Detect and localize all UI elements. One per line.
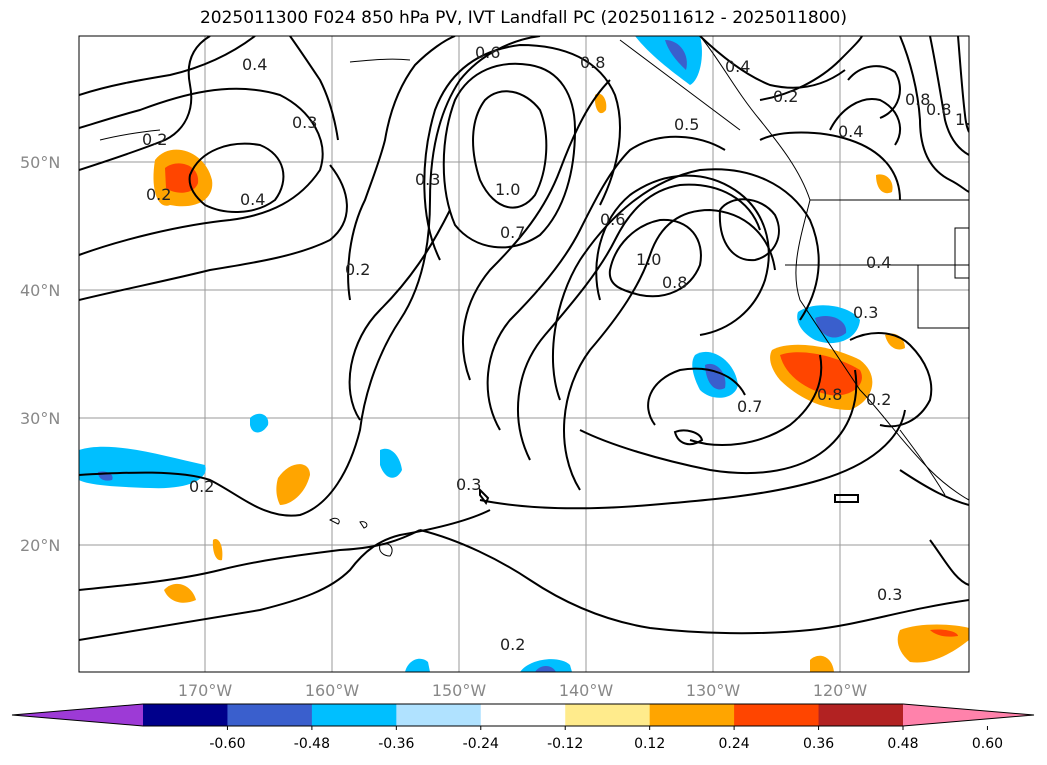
shade-positive-small6 (164, 583, 196, 603)
shade-negative-alaska (635, 36, 702, 85)
shade-negative-small1 (380, 448, 402, 478)
lon-labels: 170°W 160°W 150°W 140°W 130°W 120°W (178, 681, 868, 700)
lat-label: 30°N (20, 409, 60, 428)
colorbar: -0.60 -0.48 -0.36 -0.24 -0.12 0.12 0.24 0.36 0.4… (11, 703, 1035, 752)
contour-label: 0.7 (500, 223, 525, 242)
contour-label: 0.3 (853, 303, 878, 322)
map-frame (78, 35, 970, 673)
contour-label: 1.0 (495, 180, 520, 199)
contour-label: 0.2 (866, 390, 891, 409)
colorbar-segment (311, 704, 397, 726)
shade-positive-small2 (594, 93, 607, 114)
contour-label: 1.0 (636, 250, 661, 269)
lat-label: 40°N (20, 281, 60, 300)
lon-label: 140°W (559, 681, 614, 700)
shade-positive-se-core (930, 629, 958, 637)
contour-label: 0.4 (240, 190, 265, 209)
shade-positive-bottom (810, 655, 834, 672)
contour-label: 0.3 (415, 170, 440, 189)
contour-label: 0.2 (146, 185, 171, 204)
shade-negative-small2 (250, 413, 269, 433)
colorbar-segment (396, 704, 482, 726)
colorbar-tick-label: -0.12 (547, 736, 583, 752)
colorbar-tick-label: -0.24 (463, 736, 499, 752)
contour-label: 0.7 (737, 397, 762, 416)
contour-label: 0.6 (600, 210, 625, 229)
colorbar-segment (227, 704, 313, 726)
lon-label: 120°W (813, 681, 868, 700)
colorbar-segment (143, 704, 228, 726)
lat-label: 50°N (20, 153, 60, 172)
colorbar-tick-label: 0.36 (803, 736, 834, 752)
colorbar-tick-label: -0.60 (209, 736, 245, 752)
colorbar-segment (480, 704, 566, 726)
colorbar-outline (11, 703, 1035, 727)
contour-label: 0.2 (345, 260, 370, 279)
contour-label: 0.4 (242, 55, 267, 74)
colorbar-segment (818, 704, 904, 726)
contour-label: 0.2 (142, 130, 167, 149)
colorbar-segment (649, 704, 735, 726)
contour-label: 0.8 (905, 90, 930, 109)
colorbar-segment (565, 704, 651, 726)
shade-positive-small1 (276, 464, 310, 505)
colorbar-tick-label: 0.24 (719, 736, 750, 752)
contour-label: 0.2 (773, 87, 798, 106)
contour-label: 0.8 (580, 53, 605, 72)
shade-positive-small3 (876, 174, 893, 194)
shade-negative-alaska-core (665, 40, 687, 70)
contour-label: 0.6 (475, 43, 500, 62)
lon-label: 150°W (432, 681, 487, 700)
shade-negative-bottom1 (405, 658, 430, 672)
contour-label: 0.4 (838, 122, 863, 141)
colorbar-extend-high (903, 704, 1034, 726)
pv-contours (79, 36, 969, 641)
contour-labels: 0.4 0.6 0.8 0.4 0.2 0.3 0.2 0.4 0.2 1.0 … (142, 43, 980, 654)
contour-label: 0.8 (926, 100, 951, 119)
colorbar-tick-label: 0.12 (634, 736, 665, 752)
colorbar-segment (734, 704, 820, 726)
contour-label: 0.4 (866, 253, 891, 272)
shade-positive-small5 (212, 539, 223, 561)
contour-label: 1.0 (955, 110, 980, 129)
lat-labels: 50°N 40°N 30°N 20°N (20, 153, 60, 555)
coastlines (99, 36, 969, 557)
contour-label: 0.2 (189, 477, 214, 496)
colorbar-extend-low (12, 704, 143, 726)
shade-negative-bottom2 (520, 659, 572, 672)
lat-label: 20°N (20, 536, 60, 555)
map-title: 2025011300 F024 850 hPa PV, IVT Landfall… (199, 8, 847, 28)
lon-label: 160°W (305, 681, 360, 700)
colorbar-tick-label: -0.36 (378, 736, 414, 752)
contour-label: 0.8 (662, 273, 687, 292)
contour-label: 0.4 (725, 57, 750, 76)
contour-label: 0.3 (292, 113, 317, 132)
colorbar-tick-label: 0.60 (972, 736, 1003, 752)
contour-label: 0.5 (674, 115, 699, 134)
lon-label: 130°W (686, 681, 741, 700)
contour-label: 0.3 (456, 475, 481, 494)
contour-label: 0.8 (817, 385, 842, 404)
shade-negative-bottom2-core (535, 666, 556, 672)
contour-label: 0.2 (500, 635, 525, 654)
contour-label: 0.3 (877, 585, 902, 604)
shade-negative-coast-core (815, 315, 847, 338)
shade-negative-westedge (79, 446, 206, 489)
lon-label: 170°W (178, 681, 233, 700)
colorbar-tick-label: -0.48 (294, 736, 330, 752)
colorbar-tick-label: 0.48 (887, 736, 918, 752)
